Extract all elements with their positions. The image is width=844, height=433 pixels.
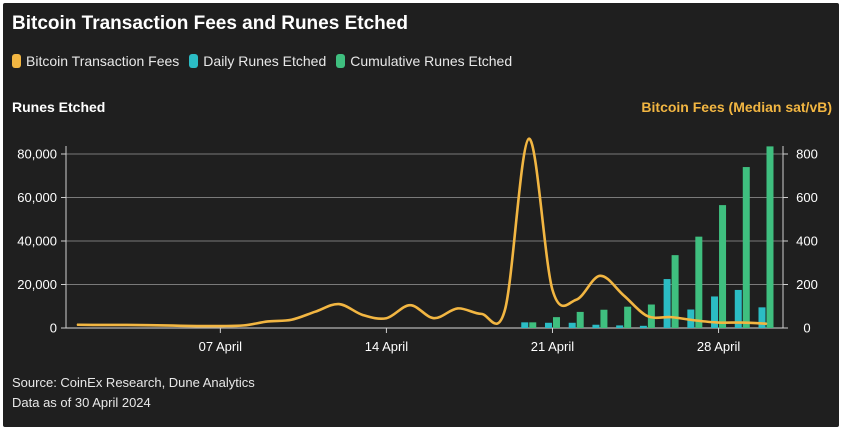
right-axis-title: Bitcoin Fees (Median sat/vB)	[641, 99, 832, 115]
right-tick-label: 800	[796, 147, 818, 162]
legend-swatch-cumulative-runes	[336, 54, 346, 68]
legend-label-daily-runes: Daily Runes Etched	[203, 53, 327, 69]
bar-cumulative-runes	[624, 306, 632, 328]
bar-cumulative-runes	[742, 167, 750, 328]
bar-daily-runes	[758, 307, 766, 328]
legend-label-fees: Bitcoin Transaction Fees	[26, 53, 180, 69]
chart-card	[3, 3, 839, 427]
x-tick-label: 14 April	[365, 339, 408, 354]
left-tick-label: 80,000	[17, 147, 57, 162]
footer: Source: CoinEx Research, Dune Analytics …	[12, 373, 255, 413]
bar-cumulative-runes	[600, 309, 608, 328]
bar-daily-runes	[639, 325, 647, 328]
x-tick-label: 21 April	[531, 339, 574, 354]
bar-daily-runes	[663, 279, 671, 328]
bar-cumulative-runes	[552, 317, 560, 328]
data-date-note: Data as of 30 April 2024	[12, 395, 151, 410]
chart-title: Bitcoin Transaction Fees and Runes Etche…	[12, 13, 408, 34]
bar-cumulative-runes	[719, 205, 727, 328]
source-note: Source: CoinEx Research, Dune Analytics	[12, 375, 255, 390]
right-tick-label: 0	[803, 321, 810, 336]
bar-daily-runes	[592, 324, 600, 328]
legend-item-fees: Bitcoin Transaction Fees	[12, 53, 179, 69]
bar-cumulative-runes	[695, 236, 703, 328]
bar-daily-runes	[568, 322, 576, 328]
bar-cumulative-runes	[576, 311, 584, 328]
x-tick-label: 28 April	[697, 339, 740, 354]
bar-cumulative-runes	[766, 146, 774, 328]
legend-swatch-fees	[12, 54, 21, 68]
fee-line	[76, 137, 768, 328]
bar-cumulative-runes	[671, 255, 679, 328]
bar-daily-runes	[521, 322, 529, 328]
legend-label-cumulative-runes: Cumulative Runes Etched	[350, 53, 513, 69]
left-axis-title: Runes Etched	[12, 99, 106, 115]
bar-daily-runes	[544, 322, 552, 328]
left-tick-label: 20,000	[17, 277, 57, 292]
right-tick-label: 200	[796, 277, 818, 292]
bar-daily-runes	[616, 325, 624, 328]
bar-daily-runes	[711, 296, 719, 328]
x-tick-label: 07 April	[199, 339, 242, 354]
legend-item-cumulative-runes: Cumulative Runes Etched	[336, 53, 512, 69]
left-tick-label: 40,000	[17, 234, 57, 249]
legend-swatch-daily-runes	[189, 54, 199, 68]
right-tick-label: 400	[796, 234, 818, 249]
right-tick-label: 600	[796, 190, 818, 205]
bar-cumulative-runes	[529, 322, 537, 328]
left-tick-label: 60,000	[17, 190, 57, 205]
bar-daily-runes	[734, 289, 742, 328]
legend-item-daily-runes: Daily Runes Etched	[189, 53, 326, 69]
left-tick-label: 0	[50, 321, 57, 336]
legend: Bitcoin Transaction Fees Daily Runes Etc…	[12, 53, 512, 69]
